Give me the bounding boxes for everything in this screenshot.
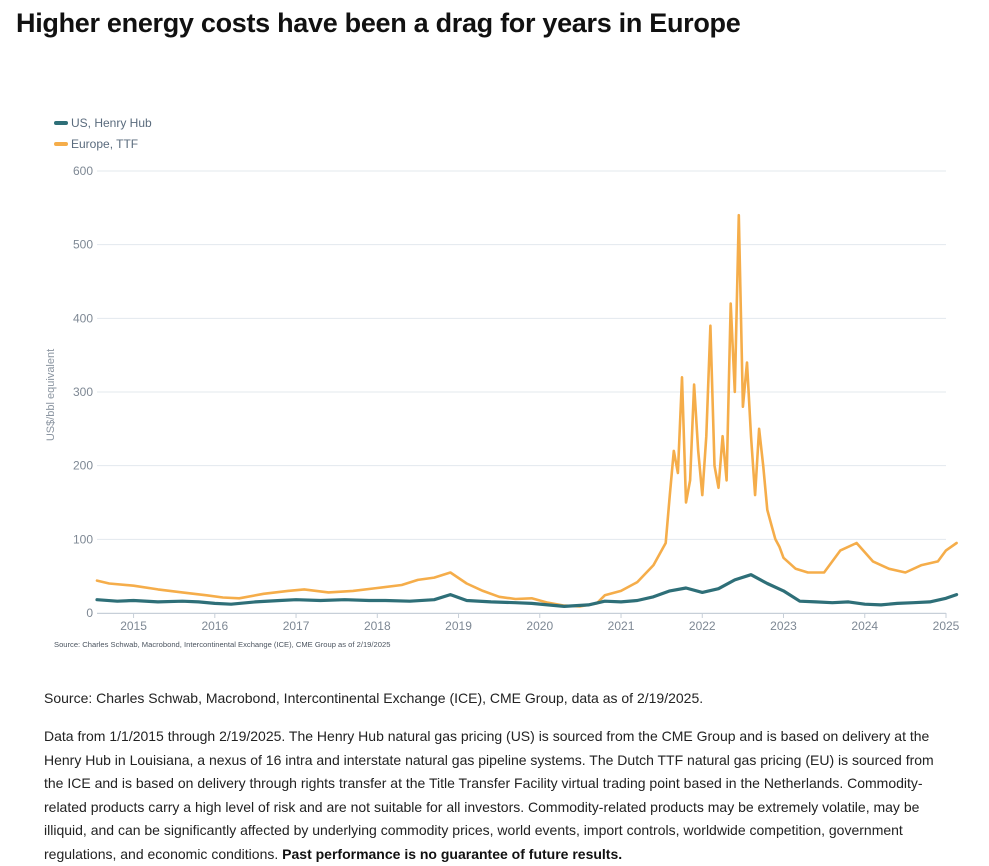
x-tick-label-2023: 2023: [770, 619, 797, 633]
x-tick-label-2020: 2020: [526, 619, 553, 633]
x-tick-label-2018: 2018: [364, 619, 391, 633]
y-tick-label-200: 200: [73, 459, 93, 473]
x-tick-label-2019: 2019: [445, 619, 472, 633]
source-line: Source: Charles Schwab, Macrobond, Inter…: [44, 690, 704, 706]
y-tick-label-100: 100: [73, 532, 93, 546]
legend-label-europe: Europe, TTF: [71, 136, 139, 151]
legend-swatch-europe: [54, 141, 68, 146]
x-tick-label-2015: 2015: [120, 619, 147, 633]
y-tick-label-300: 300: [73, 385, 93, 399]
y-tick-label-400: 400: [73, 311, 93, 325]
chart-legend: US, Henry Hub Europe, TTF: [54, 112, 152, 154]
x-tick-label-2022: 2022: [689, 619, 716, 633]
disclaimer-text: Data from 1/1/2015 through 2/19/2025. Th…: [44, 728, 934, 862]
legend-item-europe: Europe, TTF: [54, 133, 152, 154]
legend-swatch-us: [54, 120, 68, 125]
legend-item-us: US, Henry Hub: [54, 112, 152, 133]
x-tick-label-2016: 2016: [201, 619, 228, 633]
y-tick-label-0: 0: [86, 606, 93, 620]
y-axis-title: US$/bbl equivalent: [45, 348, 57, 442]
disclaimer: Data from 1/1/2015 through 2/19/2025. Th…: [44, 725, 956, 866]
chart-source-note: Source: Charles Schwab, Macrobond, Inter…: [54, 640, 391, 649]
disclaimer-bold: Past performance is no guarantee of futu…: [282, 845, 623, 862]
series-line-europe-ttf: [95, 213, 958, 608]
x-tick-label-2017: 2017: [283, 619, 310, 633]
chart-area: 0 100 200 300 400 500 600 2015 2016 2017 2018 2019 2…: [0, 95, 989, 665]
line-chart: 0 100 200 300 400 500 600 2015 2016 2017 2018 2019 2…: [73, 164, 960, 633]
x-tick-label-2021: 2021: [608, 619, 635, 633]
series-line-us-henry-hub: [95, 573, 959, 608]
chart-headline: Higher energy costs have been a drag for…: [16, 8, 741, 38]
legend-label-us: US, Henry Hub: [71, 115, 152, 130]
x-tick-label-2025: 2025: [933, 619, 960, 633]
y-tick-label-600: 600: [73, 164, 93, 178]
y-tick-label-500: 500: [73, 238, 93, 252]
x-tick-label-2024: 2024: [851, 619, 878, 633]
